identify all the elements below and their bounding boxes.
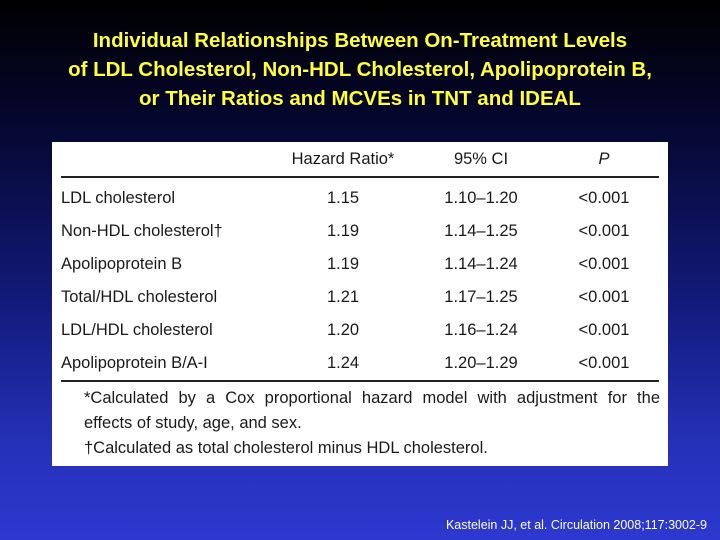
table-row: LDL/HDL cholesterol 1.20 1.16–1.24 <0.00… [61,314,659,347]
slide-title: Individual Relationships Between On-Trea… [0,26,720,113]
row-ci: 1.10–1.20 [444,189,518,207]
row-hazard-ratio: 1.15 [326,189,360,207]
row-measure: Total/HDL cholesterol [61,288,218,306]
table-row: Apolipoprotein B 1.19 1.14–1.24 <0.001 [61,248,659,281]
row-hazard-ratio: 1.24 [273,347,413,382]
row-measure: LDL/HDL cholesterol [61,321,213,339]
row-ci: 1.14–1.25 [444,222,518,240]
table-row: LDL cholesterol 1.15 1.10–1.20 <0.001 [61,177,659,215]
title-line-1: Individual Relationships Between On-Trea… [92,29,628,52]
row-ci: 1.20–1.29 [413,347,549,382]
row-measure: LDL cholesterol [61,189,176,207]
row-hazard-ratio: 1.19 [326,222,360,240]
row-p: <0.001 [578,222,630,240]
header-hazard-ratio: Hazard Ratio* [273,142,413,178]
row-p: <0.001 [578,321,630,339]
results-table-card: Hazard Ratio* 95% CI P LDL cholesterol 1… [52,142,668,466]
title-line-3: or Their Ratios and MCVEs in TNT and IDE… [139,87,581,110]
table-footnotes: *Calculated by a Cox proportional hazard… [84,386,660,461]
header-p: P [549,142,659,178]
table-header-row: Hazard Ratio* 95% CI P [61,142,659,178]
footnote-non-hdl: †Calculated as total cholesterol minus H… [84,439,488,457]
table-row: Total/HDL cholesterol 1.21 1.17–1.25 <0.… [61,281,659,314]
footnote-hazard-line-2: effects of study, age, and sex. [84,414,302,432]
row-p: <0.001 [578,288,630,306]
row-ci: 1.17–1.25 [444,288,518,306]
title-line-2: of LDL Cholesterol, Non-HDL Cholesterol,… [68,58,652,81]
header-ci: 95% CI [413,142,549,178]
results-table: Hazard Ratio* 95% CI P LDL cholesterol 1… [61,142,659,382]
row-ci: 1.14–1.24 [444,255,518,273]
citation: Kastelein JJ, et al. Circulation 2008;11… [445,518,707,532]
footnote-hazard-line-1: *Calculated by a Cox proportional hazard… [84,389,660,407]
row-measure: Apolipoprotein B [61,255,183,273]
row-ci: 1.16–1.24 [444,321,518,339]
table-row: Apolipoprotein B/A-I 1.24 1.20–1.29 <0.0… [61,347,659,382]
row-p: <0.001 [578,189,630,207]
row-hazard-ratio: 1.19 [326,255,360,273]
table-row: Non-HDL cholesterol† 1.19 1.14–1.25 <0.0… [61,215,659,248]
row-hazard-ratio: 1.21 [326,288,360,306]
row-p: <0.001 [578,255,630,273]
row-hazard-ratio: 1.20 [326,321,360,339]
row-measure: Non-HDL cholesterol† [61,222,223,240]
row-measure: Apolipoprotein B/A-I [61,347,273,382]
header-measure [61,142,273,178]
row-p: <0.001 [549,347,659,382]
